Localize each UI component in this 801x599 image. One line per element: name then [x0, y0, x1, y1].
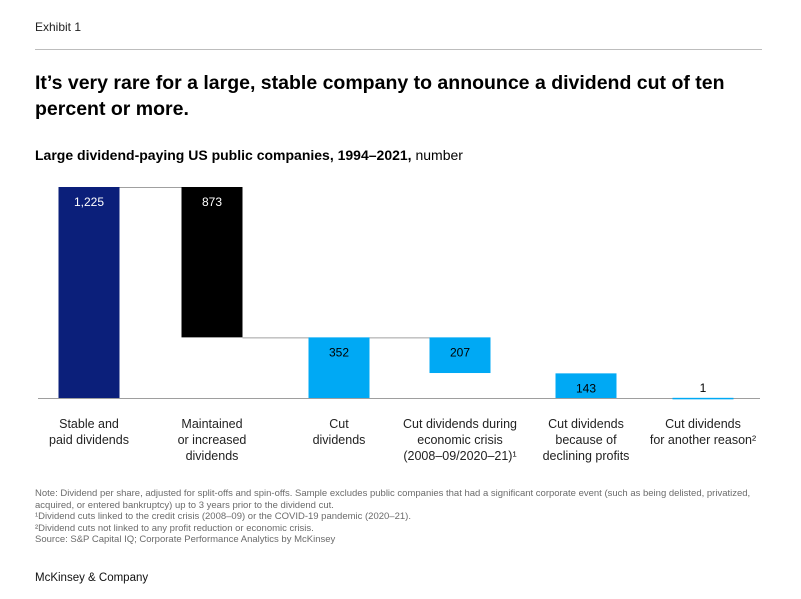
data-label: 873	[202, 195, 222, 209]
category-label: Cut dividends	[313, 417, 366, 447]
labels-layer: 1,225 Stable and paid dividends 873 Maintain…	[49, 195, 756, 463]
bar-3	[308, 337, 370, 398]
brand-name: McKinsey & Company	[35, 572, 149, 584]
note-text: Note: Dividend per share, adjusted for s…	[35, 488, 751, 511]
divider	[35, 49, 762, 50]
category-label: Cut dividends because of declining profits	[543, 417, 630, 463]
footnote-2: ²Dividend cuts not linked to any profit …	[35, 522, 314, 534]
data-label: 1	[700, 381, 707, 395]
category-label: Cut dividends for another reason²	[650, 417, 756, 447]
bars-layer	[38, 187, 760, 400]
subtitle-unit: number	[411, 147, 463, 163]
chart-subtitle: Large dividend-paying US public companie…	[35, 147, 463, 163]
category-label: Maintained or increased dividends	[178, 417, 247, 463]
data-label: 207	[450, 345, 470, 359]
subtitle-bold: Large dividend-paying US public companie…	[35, 147, 412, 163]
waterfall-chart: 1,225 Stable and paid dividends 873 Maintain…	[38, 187, 760, 463]
bar-5	[555, 373, 617, 398]
bar-1	[58, 187, 120, 398]
bar-2	[181, 187, 243, 338]
footnotes: Note: Dividend per share, adjusted for s…	[35, 488, 765, 546]
category-label: Cut dividends during economic crisis (2008…	[403, 417, 517, 463]
bar-6	[672, 397, 734, 400]
bar-4	[429, 337, 491, 374]
exhibit-label: Exhibit 1	[35, 20, 82, 34]
data-label: 1,225	[74, 195, 104, 209]
footnote-1: ¹Dividend cuts linked to the credit cris…	[35, 511, 411, 522]
source-text: Source: S&P Capital IQ; Corporate Perfor…	[35, 534, 336, 545]
data-label: 352	[329, 345, 349, 359]
category-label: Stable and paid dividends	[49, 417, 129, 447]
data-label: 143	[576, 381, 596, 395]
headline: It’s very rare for a large, stable compa…	[35, 72, 725, 120]
